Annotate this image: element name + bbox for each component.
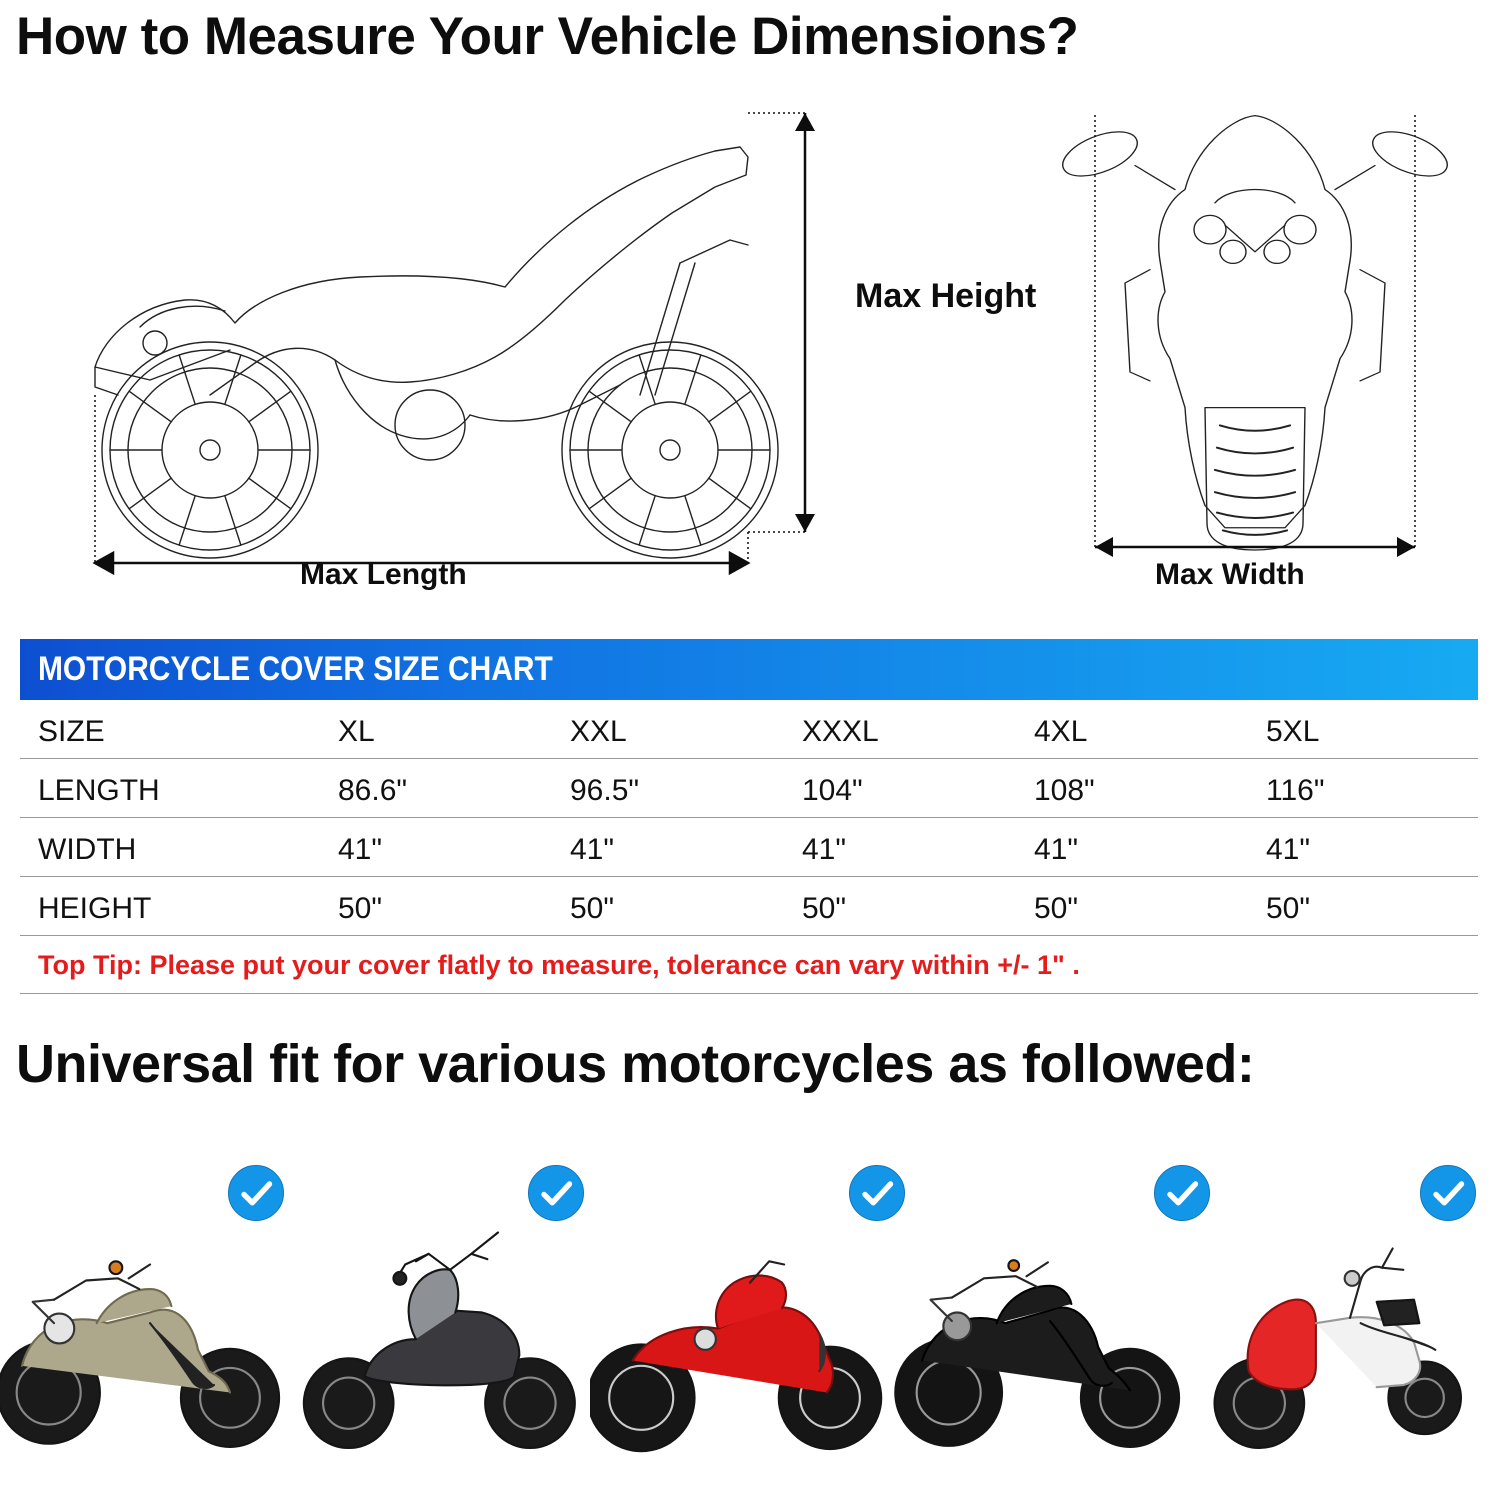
svg-text:Max Height: Max Height <box>855 277 1036 315</box>
